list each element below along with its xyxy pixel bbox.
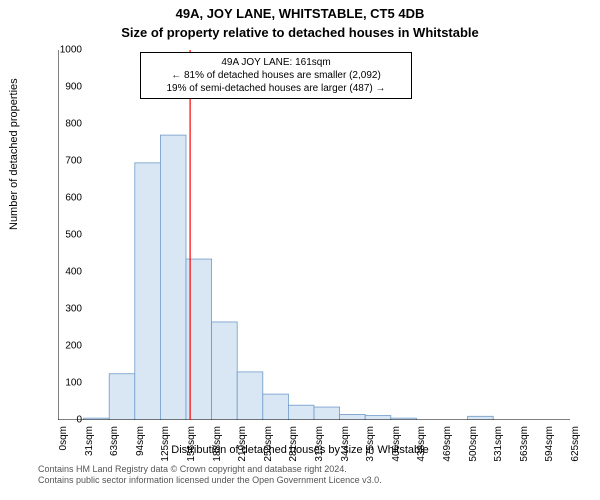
histogram-bar — [237, 372, 263, 420]
y-tick: 300 — [42, 304, 82, 315]
histogram-bar — [109, 374, 135, 420]
footnote: Contains HM Land Registry data © Crown c… — [38, 464, 382, 487]
callout-line3: 19% of semi-detached houses are larger (… — [146, 82, 406, 95]
chart-area: 49A JOY LANE: 161sqm ← 81% of detached h… — [58, 50, 570, 420]
y-tick: 600 — [42, 193, 82, 204]
x-axis-label: Distribution of detached houses by size … — [0, 444, 600, 456]
y-tick: 400 — [42, 267, 82, 278]
callout-line2: ← 81% of detached houses are smaller (2,… — [146, 69, 406, 82]
histogram-bar — [263, 394, 289, 420]
histogram-bar — [135, 163, 161, 420]
footnote-line1: Contains HM Land Registry data © Crown c… — [38, 464, 382, 475]
histogram-bar — [314, 407, 340, 420]
y-tick: 800 — [42, 119, 82, 130]
address-title: 49A, JOY LANE, WHITSTABLE, CT5 4DB — [0, 6, 600, 21]
footnote-line2: Contains public sector information licen… — [38, 475, 382, 486]
y-tick: 200 — [42, 341, 82, 352]
histogram-bar — [160, 135, 186, 420]
y-tick: 900 — [42, 82, 82, 93]
histogram-bar — [212, 322, 238, 420]
y-axis-label: Number of detached properties — [8, 78, 20, 230]
subtitle: Size of property relative to detached ho… — [0, 25, 600, 40]
histogram-bar — [468, 416, 494, 420]
property-callout: 49A JOY LANE: 161sqm ← 81% of detached h… — [140, 52, 412, 99]
histogram-bar — [288, 405, 314, 420]
y-tick: 500 — [42, 230, 82, 241]
y-tick: 0 — [42, 415, 82, 426]
histogram-bar — [340, 414, 366, 420]
y-tick: 700 — [42, 156, 82, 167]
y-tick: 1000 — [42, 45, 82, 56]
histogram-plot — [58, 50, 570, 420]
histogram-bar — [365, 416, 391, 420]
y-tick: 100 — [42, 378, 82, 389]
callout-line1: 49A JOY LANE: 161sqm — [146, 56, 406, 69]
